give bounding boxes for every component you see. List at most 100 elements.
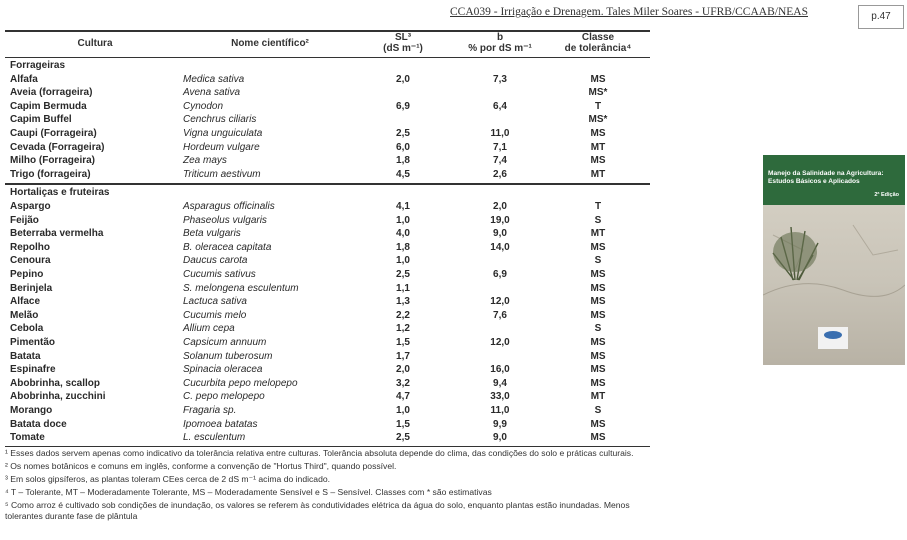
sl-value: 4,0 [396,228,410,240]
sl-value: 4,7 [396,391,410,403]
tolerance-class: MT [590,228,606,240]
scientific-name: Cucurbita pepo melopepo [183,377,298,389]
b-value: 6,9 [493,269,507,280]
scientific-name: C. pepo melopepo [183,391,265,403]
plant-bush [773,232,817,272]
scientific-name: Beta vulgaris [183,228,241,240]
sl-value: 2,0 [396,73,410,85]
b-value: 9,0 [493,432,507,444]
scientific-name: Vigna unguiculata [183,128,263,139]
b-value: 7,3 [493,73,507,85]
crop: Tomate [10,432,45,444]
sl-value: 1,3 [396,296,410,308]
scientific-name: Spinacia oleracea [183,364,263,376]
tolerance-class: MS [590,296,606,308]
scientific-name: Lactuca sativa [183,296,247,308]
sl-value: 6,9 [396,100,410,112]
b-value: 2,0 [493,201,507,212]
footnote: ¹ Esses dados servem apenas como indicat… [5,448,634,458]
b-value: 11,0 [490,128,510,139]
crop: Batata doce [10,418,67,430]
sl-value: 1,0 [396,255,410,267]
tolerance-class: MS* [588,114,608,126]
b-value: 9,4 [493,377,507,389]
header-title: CCA039 - Irrigação e Drenagem. Tales Mil… [450,6,808,18]
cover-logo-mark [824,331,842,339]
scientific-name: L. esculentum [183,432,246,444]
crop: Berinjela [10,282,53,294]
rule [5,183,650,185]
crop: Batata [10,350,41,362]
column-header: Nome científico² [231,38,309,49]
column-header: b [496,32,504,43]
tolerance-class: MT [590,391,606,403]
tolerance-class: MS* [588,87,608,99]
crop: Milho (Forrageira) [10,155,96,167]
ground-crack [763,283,905,297]
scientific-name: B. oleracea capitata [183,241,272,253]
scientific-name: Medica sativa [183,73,245,85]
tolerance-class: MS [590,309,606,321]
sl-value: 1,1 [396,282,410,294]
crop: Aveia (forrageira) [10,87,93,99]
scientific-name: Phaseolus vulgaris [183,214,267,226]
cover-title: Manejo da Salinidade na Agricultura: Est… [768,170,884,185]
footnotes: ¹ Esses dados servem apenas como indicat… [5,448,655,524]
b-value: 12,0 [490,296,510,308]
tolerance-class: MS [590,128,606,139]
footnote: ⁵ Como arroz é cultivado sob condições d… [5,500,630,521]
crop: Capim Buffel [10,114,72,126]
tolerance-class: MS [590,155,606,167]
tolerance-class: MS [590,418,606,430]
scientific-name: Hordeum vulgare [183,141,260,153]
sl-value: 1,0 [396,405,410,416]
rule [5,30,650,32]
scientific-name: S. melongena esculentum [183,282,299,294]
crop: Pepino [10,269,44,280]
crop: Trigo (forrageira) [10,168,91,180]
scientific-name: Cynodon [183,100,224,112]
b-value: 9,9 [493,418,507,430]
tolerance-class: S [594,323,602,335]
tolerance-class: MS [590,432,606,444]
tolerance-class: MS [590,73,606,85]
tolerance-class: S [594,255,602,267]
sl-value: 1,0 [396,214,410,226]
b-value: 9,0 [493,228,507,240]
column-header: Classe [581,32,615,43]
crop: Espinafre [10,364,56,376]
crop: Melão [10,309,39,321]
book-cover: Manejo da Salinidade na Agricultura: Est… [763,155,905,365]
page-number: p.47 [858,5,904,29]
sl-value: 1,8 [396,155,410,167]
b-value: 2,6 [493,168,507,180]
b-value: 33,0 [490,391,510,403]
scientific-name: Fragaria sp. [183,405,237,416]
sl-value: 1,5 [396,418,410,430]
scientific-name: Solanum tuberosum [183,350,273,362]
scientific-name: Cucumis sativus [183,269,256,280]
crop: Alface [10,296,41,308]
sl-value: 2,2 [396,309,410,321]
sl-value: 2,0 [396,364,410,376]
crop: Caupi (Forrageira) [10,128,97,139]
scientific-name: Triticum aestivum [183,168,261,180]
b-value: 6,4 [493,100,507,112]
sl-value: 3,2 [396,377,410,389]
crop: Aspargo [10,201,51,212]
tolerance-class: MS [590,241,606,253]
b-value: 16,0 [490,364,510,376]
crop: Feijão [10,214,39,226]
rule [5,57,650,58]
crop: Beterraba vermelha [10,228,104,240]
footnote: ³ Em solos gipsíferos, as plantas tolera… [5,474,331,484]
crop: Cebola [10,323,44,335]
scientific-name: Zea mays [183,155,227,167]
tolerance-class: T [594,100,602,112]
tolerance-class: MS [590,377,606,389]
column-header: (dS m⁻¹) [383,43,423,54]
b-value: 12,0 [490,337,510,348]
tolerance-class: S [594,214,602,226]
scientific-name: Daucus carota [183,255,248,267]
